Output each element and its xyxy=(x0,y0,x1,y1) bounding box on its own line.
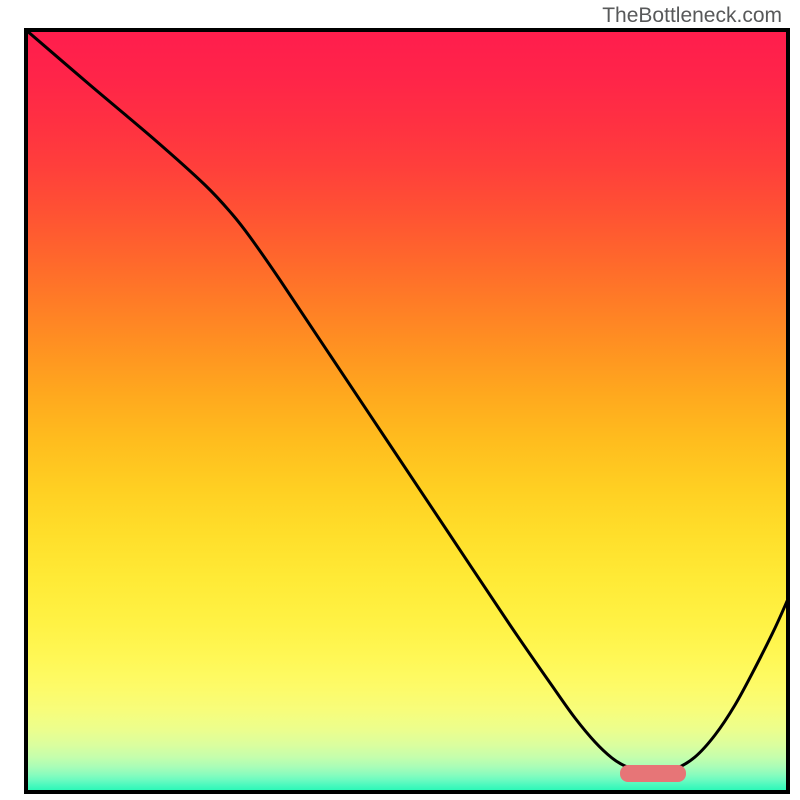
chart-container: TheBottleneck.com xyxy=(0,0,800,800)
min-marker xyxy=(620,765,686,782)
watermark-text: TheBottleneck.com xyxy=(602,4,782,28)
chart-svg xyxy=(0,0,800,800)
plot-background xyxy=(26,30,788,792)
